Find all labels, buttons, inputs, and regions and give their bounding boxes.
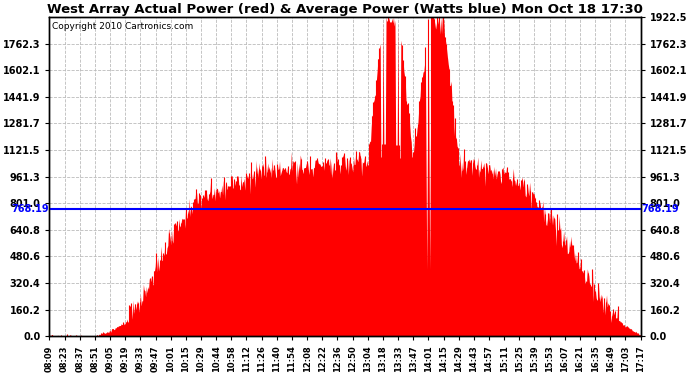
Text: 768.19: 768.19 <box>641 204 679 214</box>
Text: 768.19: 768.19 <box>11 204 49 214</box>
Text: Copyright 2010 Cartronics.com: Copyright 2010 Cartronics.com <box>52 22 194 31</box>
Title: West Array Actual Power (red) & Average Power (Watts blue) Mon Oct 18 17:30: West Array Actual Power (red) & Average … <box>47 3 643 16</box>
